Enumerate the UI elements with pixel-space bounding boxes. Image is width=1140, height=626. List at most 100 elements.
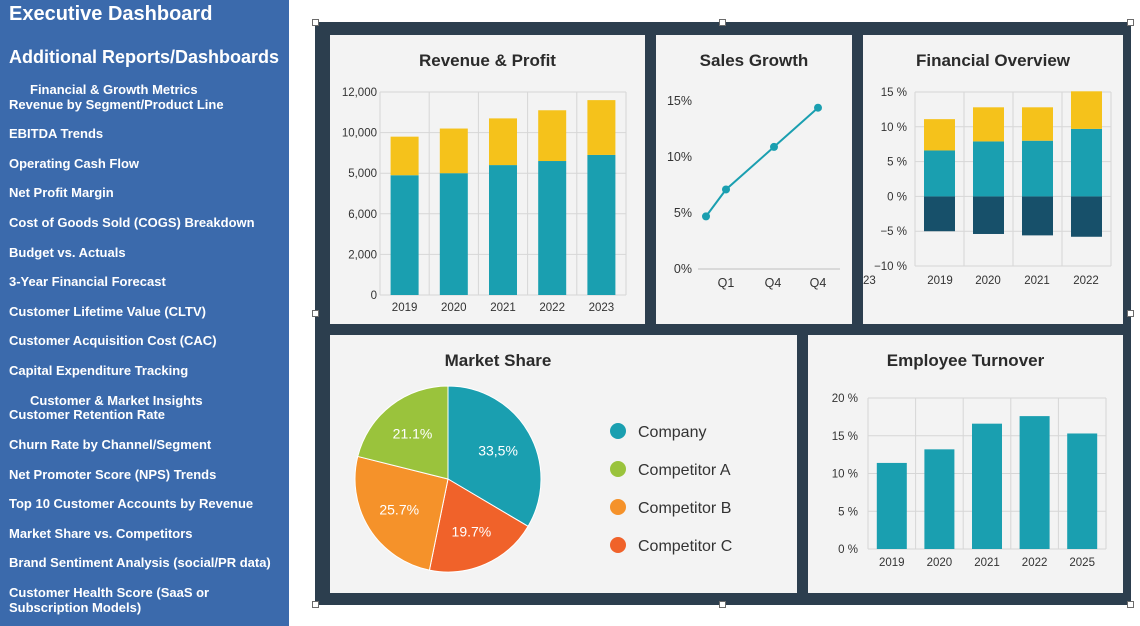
pie-slice-label: 19.7%	[452, 524, 492, 540]
y-tick-label: 10 %	[832, 469, 858, 481]
sidebar-report-link[interactable]: Net Profit Margin	[9, 185, 114, 200]
y-tick-label: −5 %	[880, 226, 907, 238]
bar-revenue	[489, 165, 517, 295]
bar-turnover	[876, 462, 907, 549]
x-tick-label: 2021	[1024, 275, 1050, 287]
data-point	[814, 103, 822, 112]
resize-handle-bottom-right[interactable]	[1127, 601, 1134, 608]
x-tick-label: Q4	[765, 276, 782, 290]
sales-growth-chart: 15% 10% 5% 0% Q1 Q4 Q4	[667, 94, 840, 290]
pie-slice	[428, 478, 529, 573]
dashboard-title: Executive Dashboard	[9, 3, 213, 25]
sidebar-report-link[interactable]: Operating Cash Flow	[9, 156, 140, 171]
employee-turnover-title: Employee Turnover	[886, 351, 1045, 370]
sidebar-report-link[interactable]: Capital Expenditure Tracking	[9, 363, 189, 378]
legend-marker	[610, 423, 626, 439]
bar-base	[1022, 140, 1053, 197]
resize-handle-top-left[interactable]	[312, 19, 319, 26]
bar-profit	[489, 118, 517, 166]
resize-handle-top-right[interactable]	[1127, 19, 1134, 26]
sidebar: Executive Dashboard Additional Reports/D…	[0, 0, 289, 626]
employee-turnover-chart: 20 % 15 % 10 % 5 % 0 % 2019 2020 2021 2022 2025	[832, 393, 1107, 569]
resize-handle-left[interactable]	[312, 310, 319, 317]
y-tick-label: 15 %	[832, 431, 858, 443]
resize-handle-right[interactable]	[1127, 310, 1134, 317]
sidebar-report-link[interactable]: Top 10 Customer Accounts by Revenue	[9, 496, 254, 511]
sidebar-report-link[interactable]: Customer Health Score (SaaS or	[9, 585, 210, 600]
bar-profit	[587, 100, 616, 155]
market-share-title: Market Share	[444, 351, 552, 370]
sidebar-report-link[interactable]: Market Share vs. Competitors	[9, 526, 193, 541]
legend-label: Company	[638, 424, 706, 441]
bar-revenue	[538, 161, 567, 295]
sidebar-report-link[interactable]: 3-Year Financial Forecast	[9, 274, 166, 289]
x-tick-label: 2021	[974, 557, 1000, 569]
sidebar-report-link[interactable]: Customer Acquisition Cost (CAC)	[9, 333, 217, 348]
y-tick-label: 0 %	[838, 544, 858, 556]
sidebar-report-link[interactable]: Budget vs. Actuals	[9, 245, 126, 260]
data-point	[702, 212, 710, 221]
y-tick-label: 0 %	[887, 191, 907, 203]
bar-turnover	[924, 449, 955, 549]
legend-label: Competitor B	[638, 500, 731, 517]
sidebar-report-list: Financial & Growth Metrics Revenue by Seg…	[0, 0, 289, 626]
sidebar-report-link[interactable]: Customer Retention Rate	[9, 407, 166, 422]
sidebar-report-link[interactable]: Subscription Models)	[9, 600, 142, 615]
market-share-chart: 33,5% 19.7% 25.7% 21.1% Company Competitor A C…	[354, 385, 732, 573]
sidebar-report-link[interactable]: Brand Sentiment Analysis (social/PR data…	[9, 555, 271, 570]
x-tick-label: Q1	[718, 276, 735, 290]
bar-base	[924, 150, 955, 197]
pie-slice	[357, 385, 449, 480]
x-tick-label: 2019	[879, 557, 905, 569]
bar-profit	[439, 128, 468, 174]
sales-growth-title: Sales Growth	[699, 51, 809, 70]
sidebar-report-link[interactable]: Cost of Goods Sold (COGS) Breakdown	[9, 215, 255, 230]
y-tick-label: 10,000	[342, 128, 377, 140]
resize-handle-bottom[interactable]	[719, 601, 726, 608]
revenue-profit-chart: 12,000 10,000 5,000 6,000 2,000 0 2019 2020 2021…	[342, 87, 627, 314]
revenue-profit-card: Revenue & Profit 12,000 10,000 5,000 6,000 2…	[330, 35, 645, 324]
x-tick-label: 2019	[392, 302, 418, 314]
sidebar-report-link[interactable]: Churn Rate by Channel/Segment	[9, 437, 212, 452]
sidebar-report-link[interactable]: Revenue by Segment/Product Line	[9, 97, 224, 112]
bar-base	[1071, 128, 1102, 197]
x-tick-label: 2025	[1069, 557, 1095, 569]
sidebar-report-link[interactable]: Customer Lifetime Value (CLTV)	[9, 304, 206, 319]
bar-top	[973, 107, 1004, 142]
y-tick-label: 5 %	[887, 157, 907, 169]
y-tick-label: 20 %	[832, 393, 858, 405]
y-tick-label: 0%	[674, 262, 692, 276]
bar-top	[1022, 107, 1053, 141]
bar-base	[973, 141, 1004, 197]
dashboard-frame[interactable]: Revenue & Profit 12,000 10,000 5,000 6,000 2…	[315, 22, 1131, 605]
bar-profit	[538, 110, 567, 162]
data-point	[770, 142, 778, 151]
y-tick-label: 5%	[674, 206, 692, 220]
x-tick-label: 2020	[975, 275, 1001, 287]
legend-label: Competitor A	[638, 462, 731, 479]
bar-turnover	[1067, 433, 1098, 549]
sidebar-subtitle: Additional Reports/Dashboards	[9, 47, 280, 67]
bar-revenue	[390, 175, 419, 295]
y-tick-label: −10 %	[874, 261, 907, 273]
bar-turnover	[972, 423, 1002, 549]
sidebar-report-link[interactable]: EBITDA Trends	[9, 126, 104, 141]
sidebar-report-link[interactable]: Net Promoter Score (NPS) Trends	[9, 467, 217, 482]
employee-turnover-card: Employee Turnover 20 % 15 % 10 % 5 % 0 % 2019…	[808, 335, 1123, 593]
financial-overview-card: Financial Overview 15 % 10 % 5 % 0 % −5 % −10…	[863, 35, 1123, 324]
pie-slice	[447, 385, 542, 528]
growth-line	[705, 106, 819, 217]
y-tick-label: 15 %	[881, 87, 907, 99]
pie-slice-label: 21.1%	[393, 426, 433, 442]
resize-handle-top[interactable]	[719, 19, 726, 26]
y-tick-label: 5 %	[838, 506, 858, 518]
y-tick-label: 5,000	[348, 168, 377, 180]
legend-marker	[610, 499, 626, 515]
y-tick-label: 2,000	[348, 249, 377, 261]
resize-handle-bottom-left[interactable]	[312, 601, 319, 608]
legend-marker	[610, 537, 626, 553]
x-tick-label: 2019	[927, 275, 953, 287]
data-point	[722, 185, 730, 194]
sidebar-section-heading: Financial & Growth Metrics	[30, 82, 198, 97]
x-tick-label: 2023	[589, 302, 615, 314]
